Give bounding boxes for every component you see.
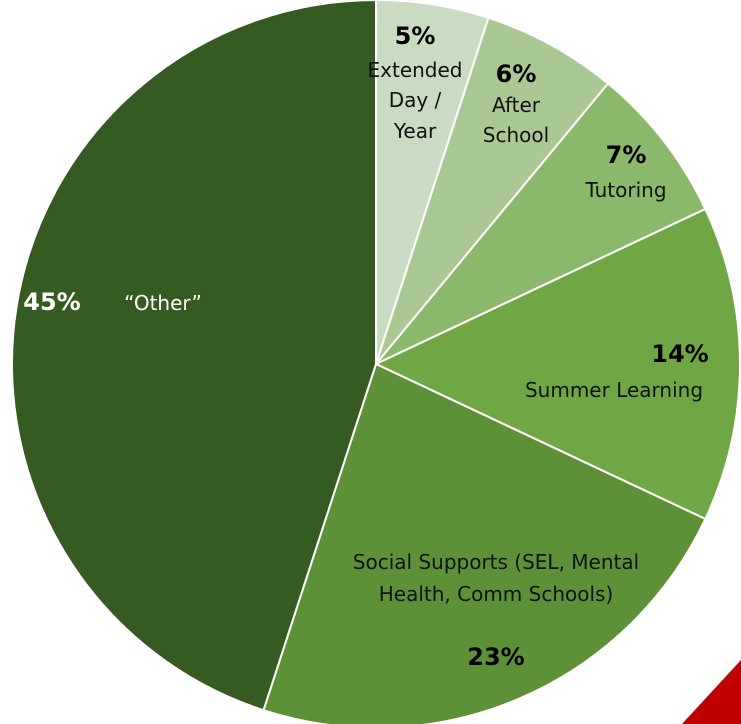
slice-percent-label: 6% xyxy=(496,60,537,88)
pie-slices xyxy=(11,0,741,724)
pie-labels: 5% Extended Day / Year 6% After School 7% Tutori… xyxy=(23,22,708,671)
slice-percent-label: 7% xyxy=(606,141,647,169)
slice-category-label: Social Supports (SEL, Mental xyxy=(353,550,639,574)
pie-slice xyxy=(262,362,707,724)
slice-category-label: Summer Learning xyxy=(525,378,703,402)
slice-percent-label: 23% xyxy=(467,643,524,671)
slice-category-label: After xyxy=(492,93,541,117)
slice-percent-label: 5% xyxy=(395,22,436,50)
pie-slice xyxy=(373,207,741,521)
slice-category-label: Extended xyxy=(368,58,463,82)
pie-slice xyxy=(11,0,377,712)
slice-percent-label: 14% xyxy=(651,340,708,368)
corner-accent-shape xyxy=(682,660,741,724)
slice-category-label: “Other” xyxy=(124,291,202,315)
slice-category-label: Tutoring xyxy=(584,178,666,202)
slice-category-label: Health, Comm Schools) xyxy=(379,582,614,606)
slice-category-label: Year xyxy=(393,119,437,143)
slice-category-label: Day / xyxy=(389,88,442,112)
slice-category-label: School xyxy=(483,123,549,147)
slice-percent-label: 45% xyxy=(23,288,80,316)
pie-slice xyxy=(375,82,707,365)
pie-slice xyxy=(375,16,610,365)
